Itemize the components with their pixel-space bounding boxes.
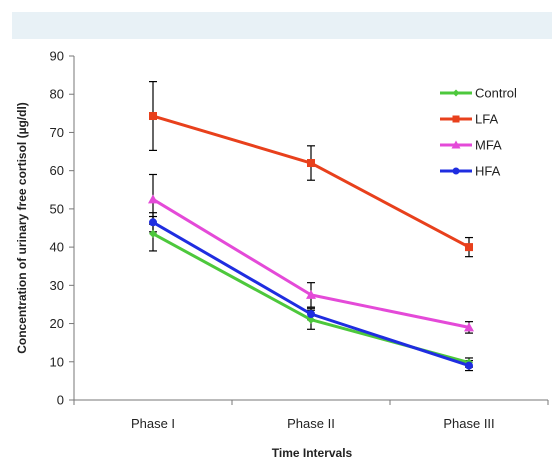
x-tick-label: Phase III: [443, 416, 494, 431]
y-tick-label: 60: [50, 163, 64, 178]
y-tick-label: 70: [50, 125, 64, 140]
series-markers: [148, 112, 474, 370]
data-point-control: [307, 315, 315, 324]
x-axis-title: Time Intervals: [272, 446, 353, 460]
legend-label-control: Control: [475, 86, 517, 101]
legend-label-mfa: MFA: [475, 138, 502, 153]
legend-label-lfa: LFA: [475, 112, 498, 127]
data-point-mfa: [306, 289, 316, 299]
legend-label-hfa: HFA: [475, 164, 501, 179]
y-axis-title: Concentration of urinary free cortisol (…: [15, 102, 29, 354]
data-point-lfa: [465, 243, 473, 252]
data-point-hfa: [149, 218, 157, 227]
y-tick-label: 80: [50, 87, 64, 102]
x-tick-label: Phase II: [287, 416, 335, 431]
data-point-mfa: [148, 194, 158, 204]
legend-marker-control: [452, 89, 460, 97]
header-band: [12, 12, 552, 39]
legend: Control LFA MFA HFA: [440, 86, 517, 179]
y-tick-label: 40: [50, 240, 64, 255]
y-tick-label: 0: [57, 393, 64, 408]
data-point-control: [149, 229, 157, 238]
legend-marker-mfa: [451, 140, 461, 149]
y-tick-label: 90: [50, 49, 64, 64]
x-ticks: Phase I Phase II Phase III: [73, 400, 549, 431]
y-tick-label: 50: [50, 201, 64, 216]
error-bars: [149, 81, 473, 372]
y-tick-label: 30: [50, 278, 64, 293]
data-point-hfa: [465, 361, 473, 370]
data-point-hfa: [307, 310, 315, 318]
y-tick-label: 10: [50, 354, 64, 369]
legend-marker-lfa: [452, 115, 460, 123]
axes: [73, 56, 548, 401]
data-point-lfa: [149, 112, 157, 121]
y-ticks: 0 10 20 30 40 50 60 70 80 90: [50, 49, 74, 408]
x-tick-label: Phase I: [131, 416, 175, 431]
legend-marker-hfa: [452, 167, 460, 175]
data-point-lfa: [307, 159, 315, 168]
y-tick-label: 20: [50, 316, 64, 331]
data-point-mfa: [464, 322, 474, 332]
